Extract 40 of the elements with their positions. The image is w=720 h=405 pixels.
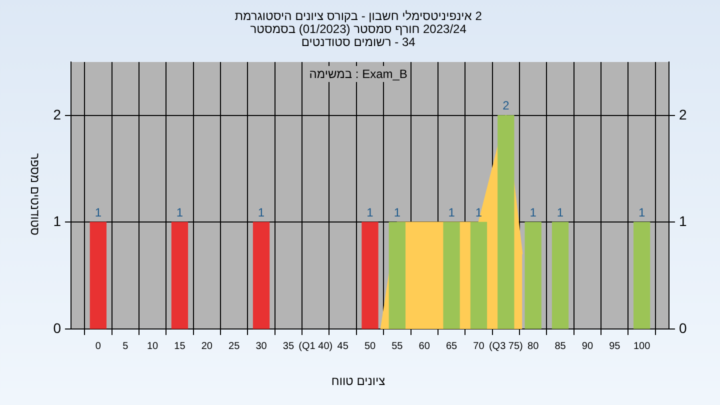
x-tick-label: 5 [122,340,129,352]
x-tick-label: 30 [256,340,268,352]
x-tick-label: 35 [282,340,294,352]
data-label: 2 [502,98,510,113]
y-axis-title: מספר סטודנטים [28,153,42,236]
x-tick-label: (Q1 40) [298,340,333,352]
data-label: 1 [448,206,456,220]
data-label: 1 [176,206,184,220]
y2-tick-label: 1 [679,213,687,230]
x-tick-label: (Q3 75) [488,340,523,352]
x-tick-label: 70 [473,340,485,352]
x-tick-label: 10 [146,340,159,352]
data-label: 1 [94,206,102,220]
x-tick-label: 0 [95,340,102,352]
x-tick-label: 80 [528,340,540,352]
x-tick-label: 60 [418,340,430,352]
data-label: 1 [530,206,537,220]
x-tick-label: 15 [174,340,186,352]
x-tick-label: 85 [554,340,566,352]
x-tick-label: 90 [582,340,594,352]
x-tick-label: 100 [633,340,651,352]
x-axis-title: טווח ציונים [331,374,386,388]
x-tick-label: 25 [228,340,240,352]
y-tick-label: 2 [53,106,62,122]
data-label: 1 [394,206,401,220]
data-label: 1 [366,206,374,220]
data-label: 1 [638,206,646,220]
y2-tick-label: 2 [679,106,687,122]
y2-tick-label: 0 [679,320,687,336]
y-tick-label: 0 [53,320,62,336]
x-tick-label: 65 [446,340,458,352]
data-label: 1 [556,206,564,220]
x-tick-label: 45 [337,340,349,352]
x-tick-label: 55 [392,340,404,352]
x-tick-label: 95 [609,340,621,352]
data-label: 1 [475,206,482,220]
x-tick-label: 20 [201,340,213,352]
data-label: 1 [258,206,265,220]
x-tick-label: 50 [364,340,376,352]
y-tick-label: 1 [53,213,62,230]
